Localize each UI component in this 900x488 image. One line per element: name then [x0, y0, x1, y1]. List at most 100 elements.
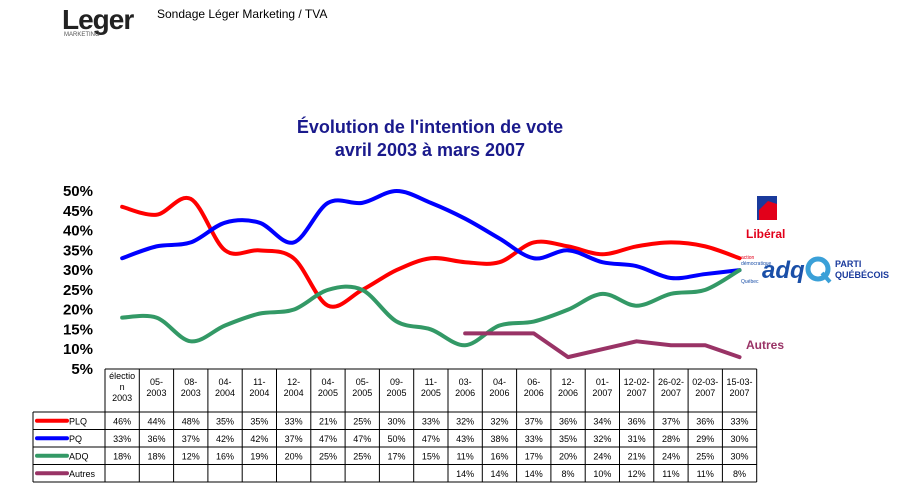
adq-label: adq: [762, 257, 805, 284]
data-label: 42%: [250, 434, 268, 444]
data-label: 37%: [182, 434, 200, 444]
y-tick-label: 5%: [71, 361, 93, 378]
data-label: 33%: [113, 434, 131, 444]
data-label: 44%: [147, 416, 165, 426]
data-label: 32%: [593, 434, 611, 444]
x-tick-label: 02-03-2007: [692, 377, 718, 398]
data-label: 24%: [593, 451, 611, 461]
data-label: 18%: [113, 451, 131, 461]
data-label: 11%: [697, 469, 714, 479]
legend-label: PQ: [69, 434, 82, 444]
data-label: 18%: [147, 451, 165, 461]
x-tick-label: 12-02-2007: [624, 377, 650, 398]
liberal-label: Libéral: [746, 227, 785, 241]
data-label: 30%: [388, 416, 406, 426]
x-tick-label: 05-2005: [352, 377, 372, 398]
data-label: 10%: [593, 469, 611, 479]
leger-logo: Leger MARKETING: [62, 4, 142, 44]
data-label: 46%: [113, 416, 131, 426]
x-tick-label: 12-2006: [558, 377, 578, 398]
data-label: 42%: [216, 434, 234, 444]
data-label: 35%: [216, 416, 234, 426]
data-label: 25%: [696, 451, 714, 461]
series-line-plq: [120, 195, 742, 309]
y-axis-ticks: 50% 45% 40% 35% 30% 25% 20% 15% 10% 5%: [63, 183, 93, 378]
data-label: 34%: [593, 416, 611, 426]
data-label: 43%: [456, 434, 474, 444]
data-label: 35%: [250, 416, 268, 426]
data-label: 12%: [628, 469, 646, 479]
y-tick-label: 10%: [63, 341, 93, 358]
data-label: 31%: [628, 434, 646, 444]
y-tick-label: 50%: [63, 183, 93, 200]
data-label: 30%: [731, 451, 749, 461]
data-label: 17%: [388, 451, 406, 461]
data-label: 16%: [216, 451, 234, 461]
x-tick-label: 04-2005: [318, 377, 338, 398]
header-title: Sondage Léger Marketing / TVA: [157, 7, 328, 21]
y-tick-label: 45%: [63, 203, 93, 220]
data-label: 8%: [733, 469, 746, 479]
data-label: 14%: [490, 469, 508, 479]
series-line-pq: [120, 189, 742, 281]
data-label: 21%: [319, 416, 337, 426]
x-tick-label: 04-2006: [489, 377, 509, 398]
liberal-flag-icon: [759, 201, 777, 220]
data-label: 20%: [285, 451, 303, 461]
data-label: 48%: [182, 416, 200, 426]
legend-label: PLQ: [69, 416, 87, 426]
logo-subtext: MARKETING: [64, 32, 100, 38]
x-tick-label: 06-2006: [524, 377, 544, 398]
data-label: 15%: [422, 451, 440, 461]
x-tick-label: 11-2005: [421, 377, 441, 398]
chart-title: Évolution de l'intention de vote: [296, 117, 564, 137]
data-label: 30%: [731, 434, 749, 444]
x-tick-label: 26-02-2007: [658, 377, 684, 398]
legend-label: Autres: [69, 469, 96, 479]
autres-label: Autres: [746, 338, 784, 352]
logo-text: Leger: [62, 4, 134, 35]
x-tick-label: 05-2003: [146, 377, 166, 398]
pq-q-icon: [820, 271, 832, 284]
data-label: 14%: [525, 469, 543, 479]
pq-label: QUÉBÉCOIS: [835, 270, 889, 280]
x-tick-label: 12-2004: [284, 377, 304, 398]
data-label: 35%: [559, 434, 577, 444]
data-label: 38%: [490, 434, 508, 444]
data-label: 29%: [696, 434, 714, 444]
x-tick-label: 09-2005: [387, 377, 407, 398]
data-label: 16%: [490, 451, 508, 461]
data-label: 36%: [147, 434, 165, 444]
data-label: 24%: [662, 451, 680, 461]
data-label: 12%: [182, 451, 200, 461]
data-label: 36%: [696, 416, 714, 426]
x-tick-label: 08-2003: [181, 377, 201, 398]
x-tick-label: 01-2007: [592, 377, 612, 398]
data-label: 11%: [662, 469, 679, 479]
x-tick-label: 15-03-2007: [727, 377, 753, 398]
data-label: 33%: [525, 434, 543, 444]
adq-sub-label: action: [741, 255, 755, 261]
y-tick-label: 25%: [63, 282, 93, 299]
data-label: 17%: [525, 451, 543, 461]
data-label: 33%: [285, 416, 303, 426]
data-label: 28%: [662, 434, 680, 444]
y-tick-label: 40%: [63, 223, 93, 240]
data-label: 36%: [559, 416, 577, 426]
data-label: 8%: [562, 469, 575, 479]
y-tick-label: 15%: [63, 321, 93, 338]
y-tick-label: 20%: [63, 302, 93, 319]
data-label: 47%: [422, 434, 440, 444]
data-label: 33%: [731, 416, 749, 426]
chart-title-block: Évolution de l'intention de vote avril 2…: [170, 116, 690, 162]
data-label: 37%: [662, 416, 680, 426]
x-tick-label: électio n 2003: [109, 371, 135, 403]
data-label: 33%: [422, 416, 440, 426]
data-label: 14%: [456, 469, 474, 479]
series-lines: [120, 189, 742, 360]
data-table: électio n 2003 05-2003 08-2003 04-2004 11-2004…: [32, 368, 758, 483]
adq-sub-label: démocratique: [741, 261, 772, 267]
data-label: 21%: [628, 451, 646, 461]
data-label: 25%: [353, 416, 371, 426]
